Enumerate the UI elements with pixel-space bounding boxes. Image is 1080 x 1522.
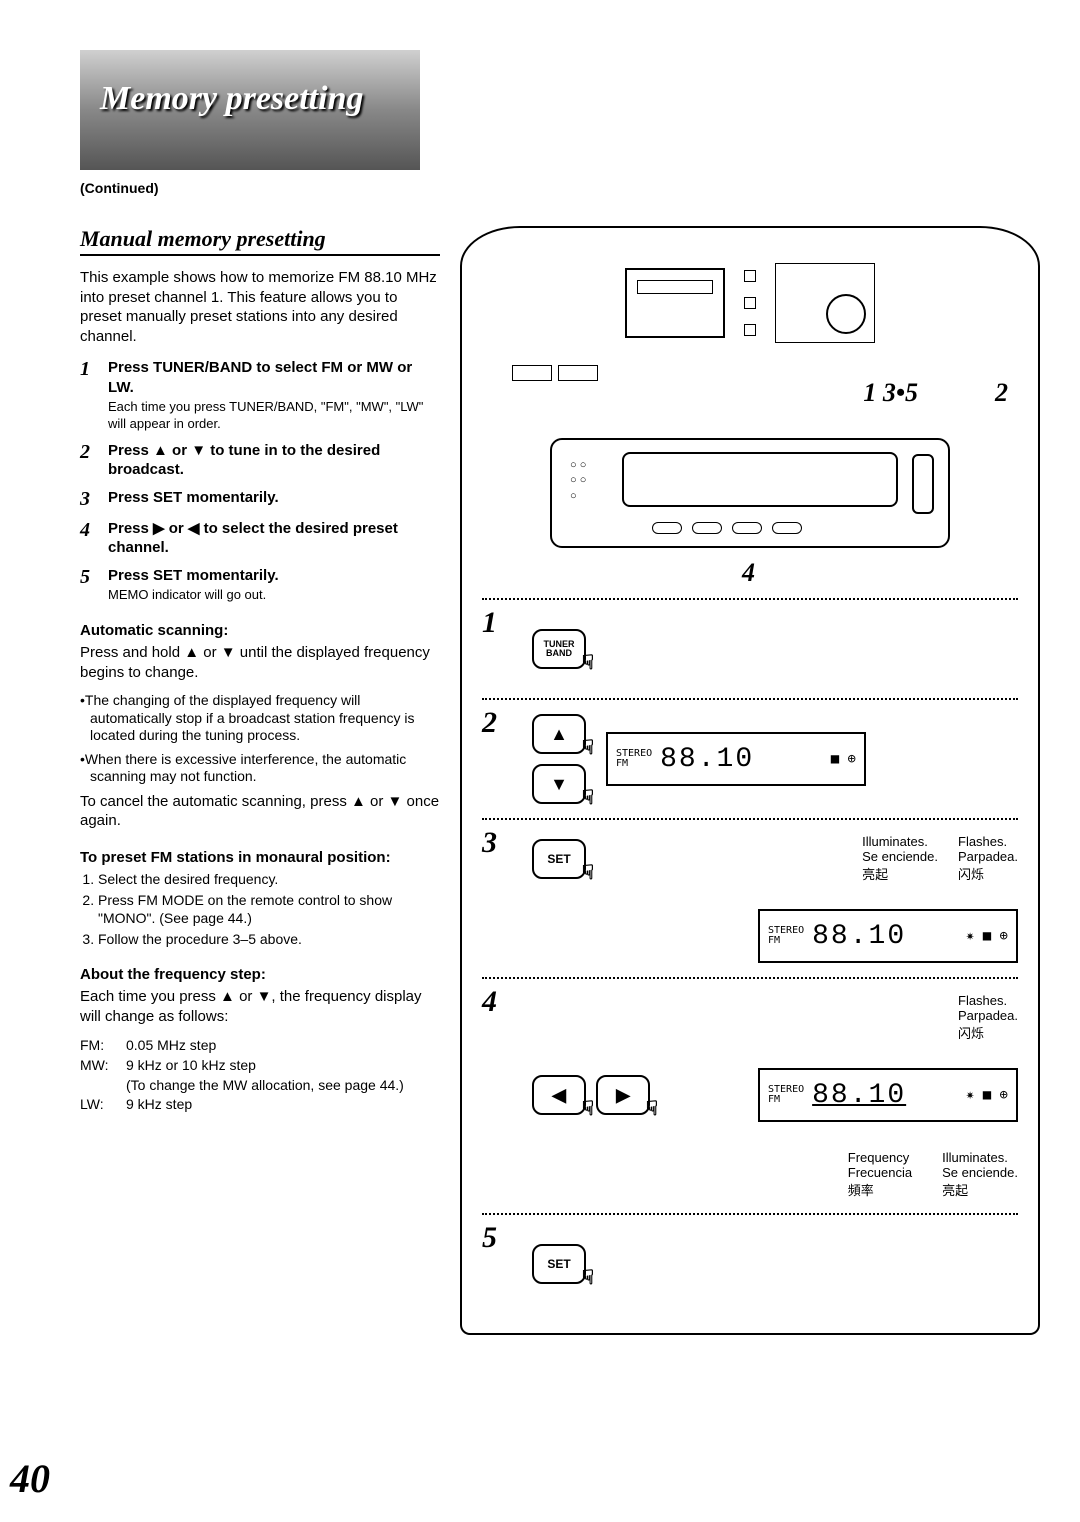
set-button[interactable]: SET ☟ <box>532 839 586 879</box>
freq-lw-label: LW: <box>80 1095 126 1115</box>
annot-flashes-top: Flashes. Parpadea. 闪烁 <box>958 993 1018 1042</box>
finger-icon: ☟ <box>582 785 594 810</box>
cd-unit-icon <box>775 263 875 343</box>
step-bold: Press SET momentarily. <box>108 567 279 584</box>
step-3: 3 Press SET momentarily. <box>80 488 440 511</box>
auto-cancel: To cancel the automatic scanning, press … <box>80 792 440 831</box>
annot-frequency: Frequency Frecuencia 頻率 <box>848 1150 912 1199</box>
mono-item-3: Follow the procedure 3–5 above. <box>98 930 440 948</box>
lcd-icons: ■ ⊕ <box>831 751 856 767</box>
freq-mw: 9 kHz or 10 kHz step <box>126 1056 404 1076</box>
header-banner: Memory presetting <box>80 50 420 170</box>
auto-scan-head: Automatic scanning: <box>80 622 440 639</box>
intro-text: This example shows how to memorize FM 88… <box>80 268 440 346</box>
mono-head: To preset FM stations in monaural positi… <box>80 849 440 866</box>
lcd-icons: ✷ ■ ⊕ <box>966 1087 1008 1103</box>
freq-lw: 9 kHz step <box>126 1095 192 1115</box>
display-unit-drawing: ○ ○○ ○○ <box>550 438 950 548</box>
lcd-display: STEREO FM 88.10 ■ ⊕ <box>606 732 866 786</box>
callout-2: 2 <box>995 378 1008 408</box>
step-panel-5: 5 SET ☟ <box>482 1213 1018 1313</box>
annot-flashes: Flashes. Parpadea. 闪烁 <box>958 834 1018 883</box>
freq-fm: 0.05 MHz step <box>126 1036 216 1056</box>
auto-bullet-1: •The changing of the displayed frequency… <box>80 692 440 745</box>
finger-icon: ☟ <box>582 1096 594 1121</box>
panel-number: 2 <box>482 706 497 740</box>
device-buttons-row <box>482 358 1018 388</box>
lcd-display: STEREO FM 88.10 ✷ ■ ⊕ <box>758 1068 1018 1122</box>
step-bold: Press SET momentarily. <box>108 489 279 506</box>
finger-icon: ☟ <box>582 735 594 760</box>
set-button[interactable]: SET ☟ <box>532 1244 586 1284</box>
annot-illuminates-bottom: Illuminates. Se enciende. 亮起 <box>942 1150 1018 1199</box>
header-title: Memory presetting <box>100 80 363 118</box>
step-number: 5 <box>80 566 108 604</box>
freq-fm-label: FM: <box>80 1036 126 1056</box>
center-panel-icon <box>735 263 765 343</box>
step-bold: Press ▶ or ◀ to select the desired prese… <box>108 520 398 557</box>
lcd-display: STEREO FM 88.10 ✷ ■ ⊕ <box>758 909 1018 963</box>
panel-number: 1 <box>482 606 497 640</box>
tune-up-button[interactable]: ▲☟ <box>532 714 586 754</box>
freq-mw-label: MW: <box>80 1056 126 1095</box>
page-number: 40 <box>10 1455 50 1502</box>
step-list: 1 Press TUNER/BAND to select FM or MW or… <box>80 358 440 604</box>
panel-number: 5 <box>482 1221 497 1255</box>
preset-next-button[interactable]: ▶☟ <box>596 1075 650 1115</box>
lcd-frequency: 88.10 <box>812 921 906 952</box>
mono-item-1: Select the desired frequency. <box>98 870 440 888</box>
finger-icon: ☟ <box>582 650 594 675</box>
step-1: 1 Press TUNER/BAND to select FM or MW or… <box>80 358 440 433</box>
lcd-icons: ✷ ■ ⊕ <box>966 928 1008 944</box>
freq-intro: Each time you press ▲ or ▼, the frequenc… <box>80 987 440 1026</box>
annot-illuminates: Illuminates. Se enciende. 亮起 <box>862 834 938 883</box>
step-panel-1: 1 TUNER BAND ☟ <box>482 598 1018 698</box>
preset-prev-button[interactable]: ◀☟ <box>532 1075 586 1115</box>
step-5: 5 Press SET momentarily. MEMO indicator … <box>80 566 440 604</box>
step-number: 1 <box>80 358 108 433</box>
mono-list: Select the desired frequency. Press FM M… <box>80 870 440 949</box>
mono-item-2: Press FM MODE on the remote control to s… <box>98 891 440 927</box>
callout-4: 4 <box>742 558 755 588</box>
step-bold: Press TUNER/BAND to select FM or MW or L… <box>108 359 412 396</box>
callout-numbers-top: 1 3•5 2 <box>482 388 1018 418</box>
lcd-frequency: 88.10 <box>812 1080 906 1111</box>
step-panel-4: 4 Flashes. Parpadea. 闪烁 ◀☟ ▶☟ STEREO FM … <box>482 977 1018 1213</box>
tuner-band-button[interactable]: TUNER BAND ☟ <box>532 629 586 669</box>
step-sub: Each time you press TUNER/BAND, "FM", "M… <box>108 399 440 433</box>
auto-bullet-2: •When there is excessive interference, t… <box>80 751 440 786</box>
lcd-frequency: 88.10 <box>660 744 754 775</box>
step-panel-3: 3 SET ☟ Illuminates. Se enciende. 亮起 Fla… <box>482 818 1018 977</box>
finger-icon: ☟ <box>646 1096 658 1121</box>
callout-numbers-bottom: 4 <box>482 558 1018 598</box>
step-2: 2 Press ▲ or ▼ to tune in to the desired… <box>80 441 440 480</box>
freq-head: About the frequency step: <box>80 966 440 983</box>
auto-scan-intro: Press and hold ▲ or ▼ until the displaye… <box>80 643 440 682</box>
step-4: 4 Press ▶ or ◀ to select the desired pre… <box>80 519 440 558</box>
step-number: 4 <box>80 519 108 558</box>
tune-down-button[interactable]: ▼☟ <box>532 764 586 804</box>
finger-icon: ☟ <box>582 860 594 885</box>
step-sub: MEMO indicator will go out. <box>108 587 440 604</box>
freq-table: FM: 0.05 MHz step MW: 9 kHz or 10 kHz st… <box>80 1036 440 1114</box>
callout-1-3-5: 1 3•5 <box>863 378 918 408</box>
freq-mw-sub: (To change the MW allocation, see page 4… <box>126 1076 404 1096</box>
cassette-icon <box>625 268 725 338</box>
step-number: 2 <box>80 441 108 480</box>
device-drawing <box>482 248 1018 358</box>
step-panel-2: 2 ▲☟ ▼☟ STEREO FM 88.10 ■ ⊕ <box>482 698 1018 818</box>
continued-label: (Continued) <box>80 180 1040 196</box>
panel-number: 3 <box>482 826 497 860</box>
step-bold: Press ▲ or ▼ to tune in to the desired b… <box>108 442 380 479</box>
panel-number: 4 <box>482 985 497 1019</box>
left-column: Manual memory presetting This example sh… <box>80 226 440 1335</box>
step-number: 3 <box>80 488 108 511</box>
finger-icon: ☟ <box>582 1265 594 1290</box>
section-title: Manual memory presetting <box>80 226 440 256</box>
right-column: 1 3•5 2 ○ ○○ ○○ 4 1 TUNER BAND ☟ 2 <box>460 226 1040 1335</box>
